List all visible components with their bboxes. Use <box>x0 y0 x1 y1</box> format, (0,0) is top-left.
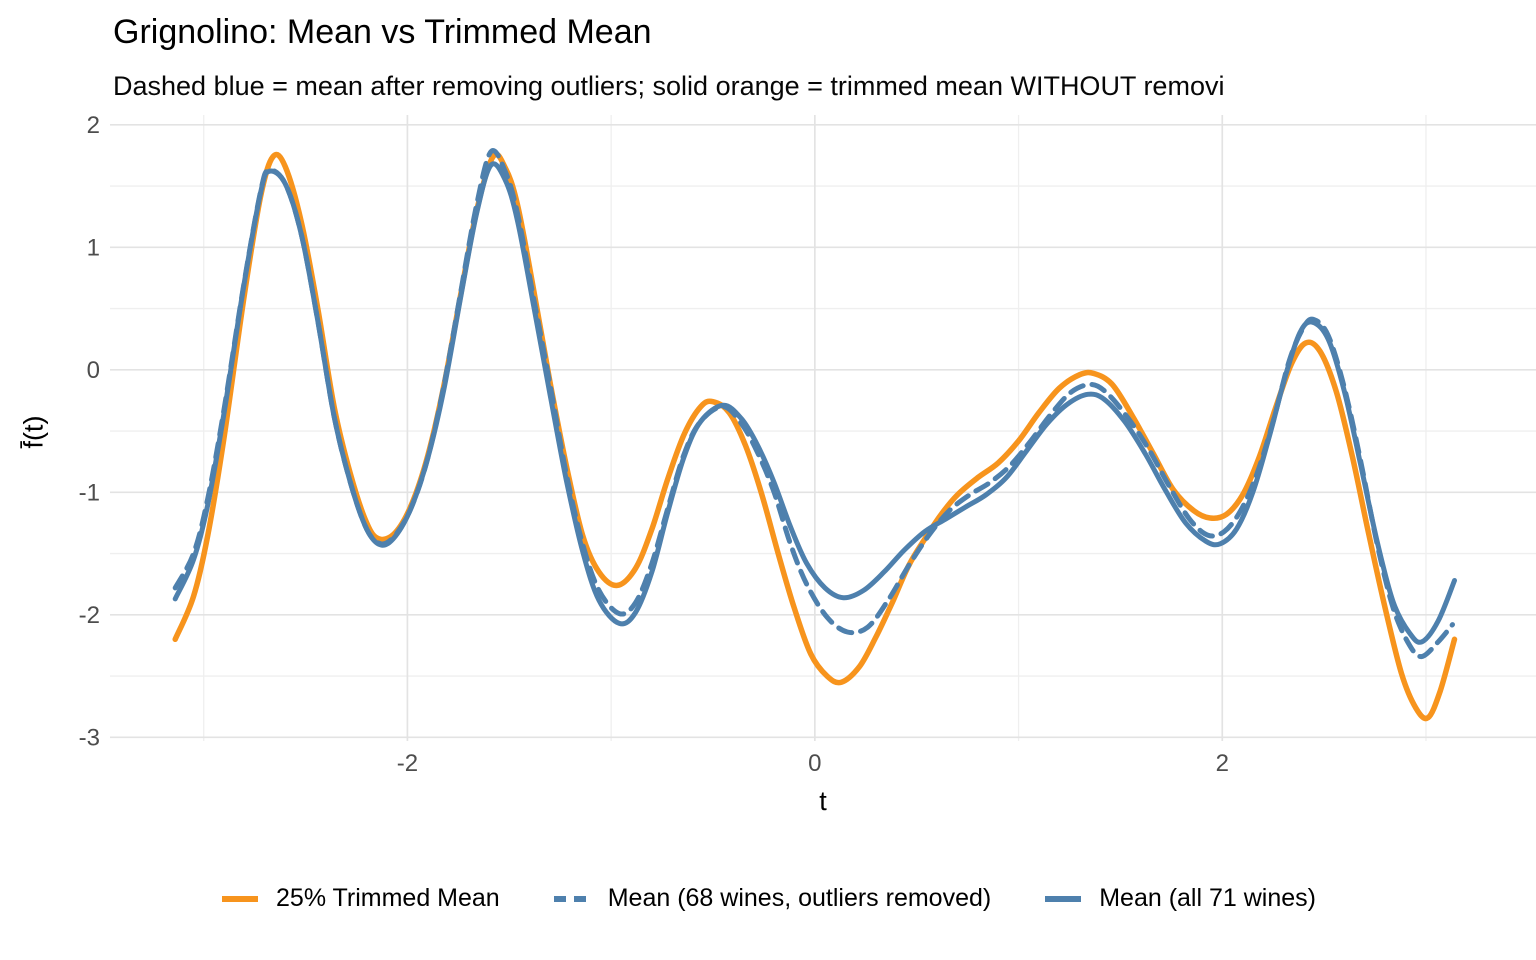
y-tick-label: -1 <box>79 479 100 506</box>
legend-item-trimmed-mean: 25% Trimmed Mean <box>220 884 500 913</box>
blue-dashed-line-key <box>553 895 590 902</box>
legend-label: 25% Trimmed Mean <box>276 884 500 912</box>
legend-item-mean-outliers-removed: Mean (68 wines, outliers removed) <box>552 884 992 913</box>
x-tick-label: 2 <box>1216 750 1229 777</box>
legend: 25% Trimmed Mean Mean (68 wines, outlier… <box>0 884 1536 913</box>
chart-subtitle: Dashed blue = mean after removing outlie… <box>113 71 1225 101</box>
blue-solid-line-key <box>1045 895 1082 902</box>
y-tick-label: -3 <box>79 724 100 751</box>
y-tick-label: 0 <box>87 357 100 384</box>
x-tick-label: 0 <box>808 750 821 777</box>
legend-label: Mean (all 71 wines) <box>1099 884 1316 912</box>
series-line-mean-68-wines-outliers-removed <box>172 148 1455 660</box>
legend-label: Mean (68 wines, outliers removed) <box>607 884 992 912</box>
x-tick-label: -2 <box>397 750 418 777</box>
y-tick-label: -2 <box>79 602 100 629</box>
chart-title: Grignolino: Mean vs Trimmed Mean <box>113 13 652 51</box>
orange-solid-line-key <box>222 895 259 902</box>
x-axis-title: t <box>819 786 827 816</box>
y-tick-label: 2 <box>87 112 100 139</box>
y-axis-title: f̄(t) <box>18 415 49 449</box>
series-line-25-trimmed-mean <box>172 151 1458 722</box>
legend-item-mean-all-wines: Mean (all 71 wines) <box>1043 884 1316 913</box>
y-tick-label: 1 <box>87 234 100 261</box>
